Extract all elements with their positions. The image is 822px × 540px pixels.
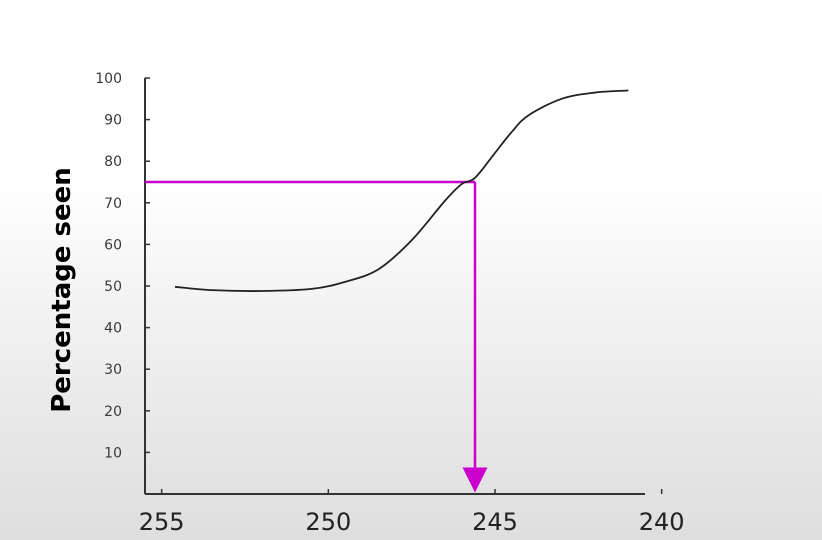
x-tick-label-245: 245 <box>472 508 518 536</box>
y-tick-label-50: 50 <box>104 279 122 295</box>
y-tick-label-20: 20 <box>104 404 122 420</box>
y-tick-label-10: 10 <box>104 445 122 461</box>
series-line-0 <box>174 89 629 292</box>
y-tick-label-70: 70 <box>104 196 122 212</box>
y-axis-label: Percentage seen <box>47 167 77 413</box>
x-tick-label-240: 240 <box>639 508 685 536</box>
y-tick-label-30: 30 <box>104 362 122 378</box>
x-tick-label-255: 255 <box>139 508 185 536</box>
y-tick-label-80: 80 <box>104 154 122 170</box>
y-tick-label-60: 60 <box>104 237 122 253</box>
y-tick-label-90: 90 <box>104 113 122 129</box>
x-tick-label-250: 250 <box>305 508 351 536</box>
y-tick-label-100: 100 <box>95 71 122 87</box>
y-tick-label-40: 40 <box>104 321 122 337</box>
